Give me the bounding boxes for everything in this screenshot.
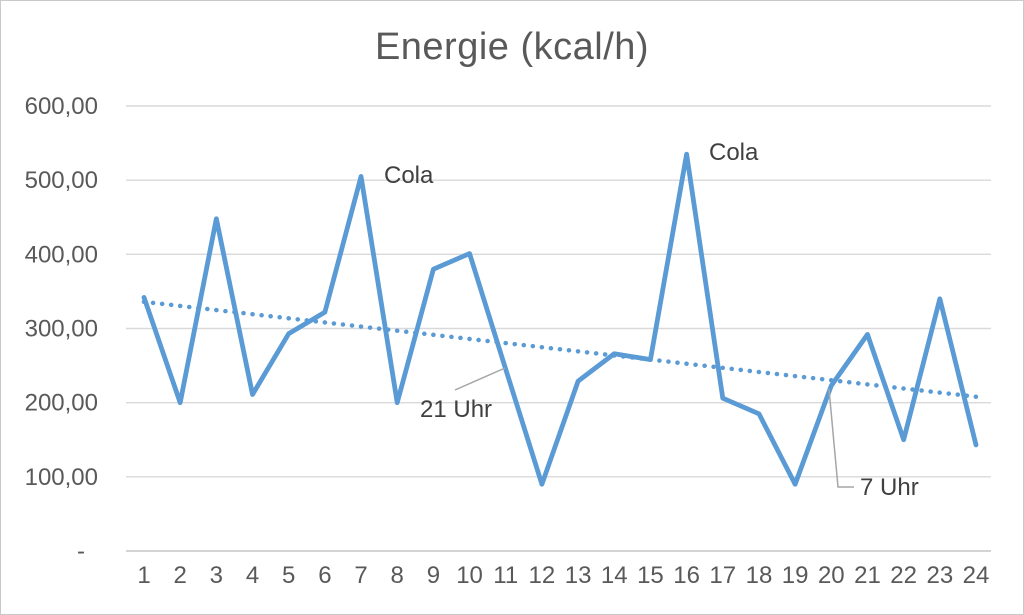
annotation-cola: Cola xyxy=(709,139,759,166)
x-tick-label: 4 xyxy=(246,562,259,589)
y-tick-label: 100,00 xyxy=(25,464,98,491)
x-tick-label: 6 xyxy=(318,562,331,589)
x-tick-label: 19 xyxy=(782,562,809,589)
x-tick-label: 22 xyxy=(890,562,917,589)
y-tick-label: - xyxy=(77,538,85,565)
y-tick-label: 500,00 xyxy=(25,167,98,194)
x-tick-label: 10 xyxy=(456,562,483,589)
x-tick-label: 12 xyxy=(529,562,556,589)
y-tick-label: 600,00 xyxy=(25,93,98,120)
x-tick-label: 2 xyxy=(173,562,186,589)
x-tick-label: 21 xyxy=(854,562,881,589)
leader-line xyxy=(454,367,506,391)
x-tick-label: 15 xyxy=(637,562,664,589)
x-tick-label: 14 xyxy=(601,562,628,589)
x-tick-label: 11 xyxy=(493,562,518,589)
x-tick-label: 8 xyxy=(391,562,404,589)
x-tick-label: 24 xyxy=(963,562,990,589)
series-line xyxy=(141,151,979,487)
y-tick-label: 400,00 xyxy=(25,241,98,268)
x-tick-label: 13 xyxy=(565,562,592,589)
x-tick-label: 20 xyxy=(818,562,845,589)
x-tick-label: 16 xyxy=(673,562,700,589)
y-tick-label: 300,00 xyxy=(25,316,98,343)
annotation-cola: Cola xyxy=(384,162,434,189)
x-tick-label: 18 xyxy=(746,562,773,589)
x-tick-label: 7 xyxy=(354,562,367,589)
annotation-7-uhr: 7 Uhr xyxy=(860,474,919,501)
trendline xyxy=(141,299,979,399)
x-tick-label: 17 xyxy=(709,562,736,589)
x-tick-label: 3 xyxy=(210,562,223,589)
y-tick-label: 200,00 xyxy=(25,390,98,417)
chart-title: Energie (kcal/h) xyxy=(374,26,650,68)
x-tick-label: 9 xyxy=(427,562,440,589)
leader-line xyxy=(828,388,854,488)
x-tick-label: 1 xyxy=(137,562,150,589)
x-tick-label: 23 xyxy=(926,562,953,589)
annotation-21-uhr: 21 Uhr xyxy=(420,396,493,423)
x-tick-label: 5 xyxy=(282,562,295,589)
